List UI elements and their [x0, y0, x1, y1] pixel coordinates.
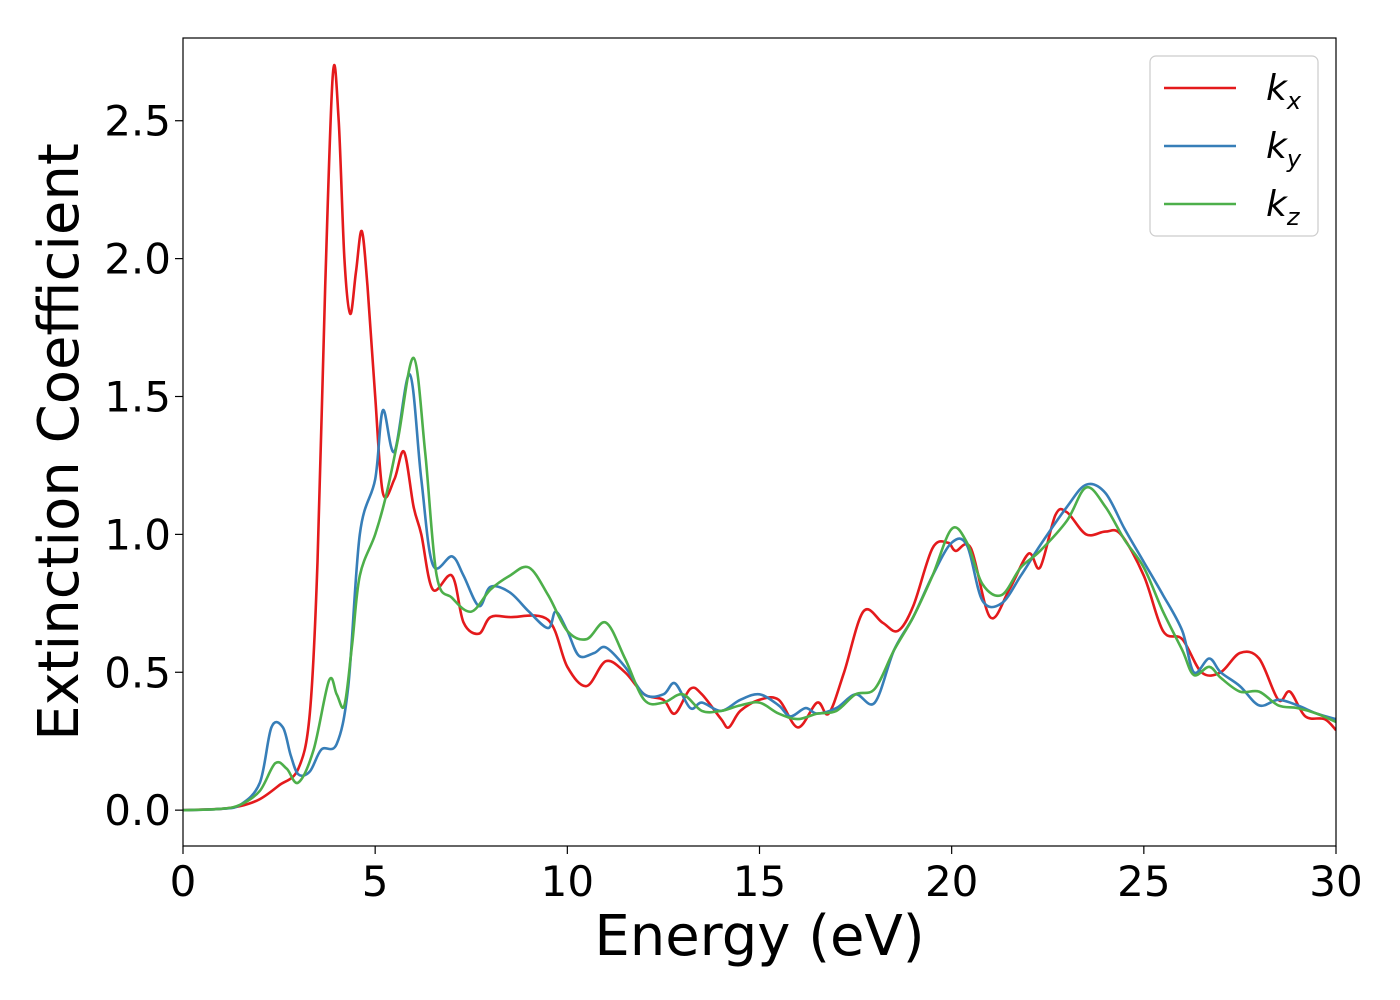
- x-axis-title: Energy (eV): [594, 904, 924, 969]
- y-tick-label: 1.5: [104, 372, 171, 421]
- y-tick-label: 2.5: [104, 97, 171, 146]
- series-line-kz: [183, 356, 1336, 812]
- legend-label-subscript: x: [1286, 87, 1302, 115]
- x-tick-label: 15: [733, 857, 786, 906]
- legend-label-base: k: [1266, 68, 1289, 109]
- x-tick-label: 5: [362, 857, 389, 906]
- legend-label-subscript: z: [1286, 203, 1301, 231]
- y-axis: 0.0 0.5 1.0 1.5 2.0 2.5: [104, 97, 183, 835]
- legend-label-kx: kx: [1266, 68, 1302, 115]
- x-axis: 0 5 10 15 20 25 30: [170, 846, 1363, 906]
- y-tick-label: 0.0: [104, 786, 171, 835]
- x-tick-label: 25: [1117, 857, 1170, 906]
- legend-label-subscript: y: [1286, 145, 1302, 173]
- legend-label-ky: ky: [1266, 126, 1302, 173]
- y-axis-title: Extinction Coefficient: [27, 143, 92, 741]
- series-line-kx: [183, 64, 1336, 812]
- x-tick-label: 20: [925, 857, 978, 906]
- legend-label-base: k: [1266, 126, 1289, 167]
- legend-label-base: k: [1266, 184, 1289, 225]
- x-tick-label: 10: [541, 857, 594, 906]
- series-layer: [183, 64, 1336, 812]
- y-tick-label: 2.0: [104, 235, 171, 284]
- y-tick-label: 1.0: [104, 510, 171, 559]
- series-line-ky: [183, 373, 1336, 812]
- y-tick-label: 0.5: [104, 648, 171, 697]
- legend-label-kz: kz: [1266, 184, 1301, 231]
- x-tick-label: 0: [170, 857, 197, 906]
- x-tick-label: 30: [1309, 857, 1362, 906]
